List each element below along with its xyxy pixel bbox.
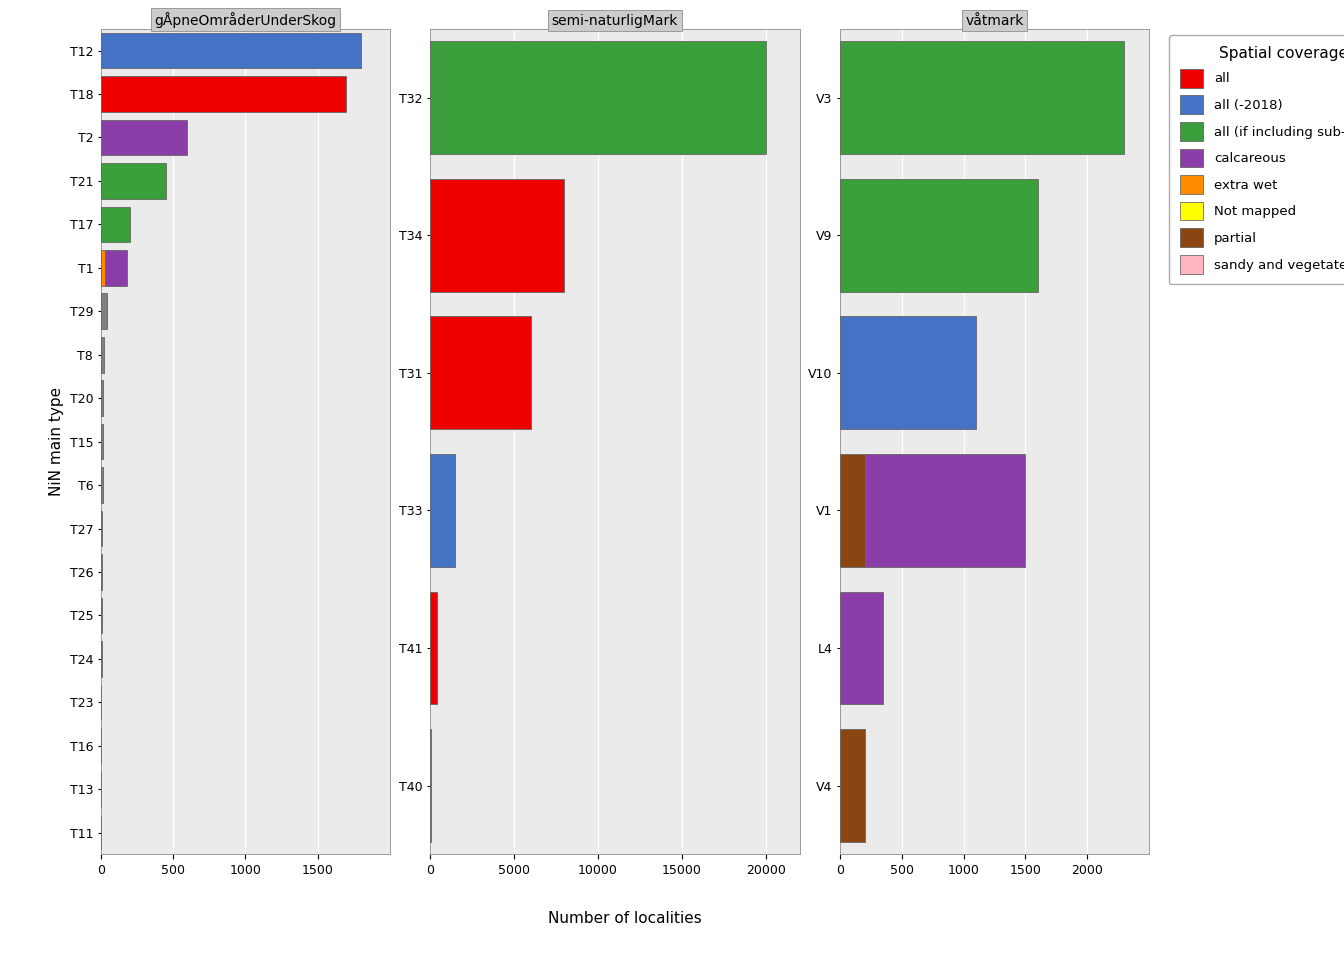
Bar: [101, 76, 347, 111]
Bar: [840, 454, 864, 566]
Bar: [430, 179, 564, 292]
Bar: [101, 380, 103, 416]
Bar: [864, 454, 1025, 566]
Bar: [840, 317, 976, 429]
Y-axis label: NiN main type: NiN main type: [48, 387, 65, 496]
Bar: [101, 511, 102, 546]
Bar: [101, 468, 102, 503]
Bar: [430, 41, 766, 154]
Text: Number of localities: Number of localities: [548, 911, 702, 926]
Bar: [101, 250, 105, 286]
Bar: [101, 206, 129, 242]
Bar: [101, 423, 103, 460]
Title: semi-naturligMark: semi-naturligMark: [551, 13, 679, 28]
Bar: [101, 337, 103, 372]
Bar: [840, 730, 864, 842]
Bar: [101, 120, 187, 156]
Bar: [101, 163, 165, 199]
Bar: [101, 33, 360, 68]
Title: våtmark: våtmark: [965, 13, 1024, 28]
Bar: [840, 179, 1038, 292]
Bar: [840, 41, 1125, 154]
Bar: [430, 591, 437, 705]
Title: gÅpneOmråderUnderSkog: gÅpneOmråderUnderSkog: [155, 12, 336, 28]
Legend: all, all (-2018), all (if including sub-types), calcareous, extra wet, Not mappe: all, all (-2018), all (if including sub-…: [1169, 36, 1344, 284]
Bar: [430, 317, 531, 429]
Bar: [101, 294, 106, 329]
Bar: [105, 250, 126, 286]
Bar: [840, 591, 883, 705]
Bar: [430, 454, 456, 566]
